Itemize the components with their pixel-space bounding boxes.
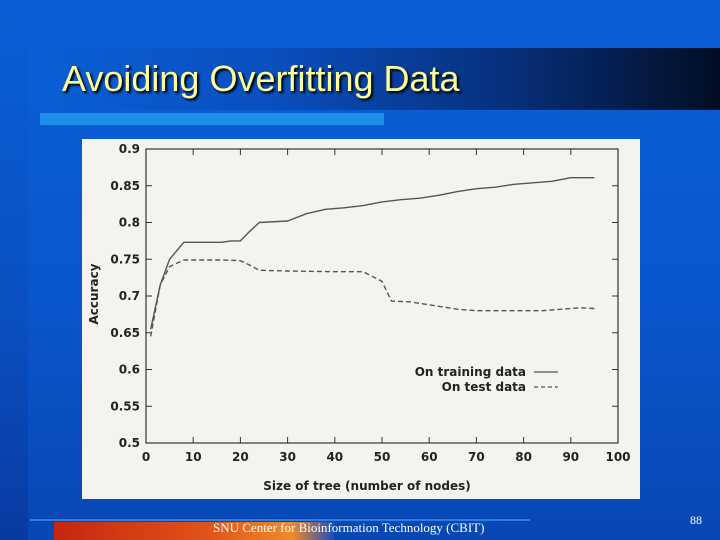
series-line-test	[150, 259, 595, 337]
y-tick-label: 0.8	[119, 216, 140, 230]
y-tick-label: 0.65	[110, 326, 140, 340]
x-tick-label: 60	[421, 450, 438, 464]
legend-label-test: On test data	[442, 380, 526, 394]
y-tick-label: 0.9	[119, 142, 140, 156]
x-tick-label: 20	[232, 450, 249, 464]
x-tick-label: 100	[605, 450, 630, 464]
x-tick-label: 90	[562, 450, 579, 464]
footer-rule	[30, 519, 530, 521]
y-tick-label: 0.6	[119, 363, 140, 377]
plot-frame	[145, 148, 619, 444]
x-axis-label: Size of tree (number of nodes)	[263, 479, 471, 493]
title-underline	[40, 113, 384, 125]
chart-figure: 0.5 0.55 0.6 0.65 0.7 0.75 0.8 0.85 0.9 0 10 20 30 4…	[82, 139, 640, 499]
footer-text: SNU Center for Bioinformation Technology…	[213, 520, 485, 535]
x-tick-label: 30	[279, 450, 296, 464]
x-tick-label: 0	[142, 450, 150, 464]
y-tick-label: 0.7	[119, 289, 140, 303]
accuracy-chart: 0.5 0.55 0.6 0.65 0.7 0.75 0.8 0.85 0.9 0 10 20 30 4…	[87, 142, 631, 493]
x-tick-label: 40	[326, 450, 343, 464]
x-tick-label: 10	[185, 450, 202, 464]
left-decor-strip	[0, 0, 28, 540]
y-tick-label: 0.55	[110, 399, 140, 413]
page-number: 88	[690, 513, 702, 527]
legend-label-training: On training data	[415, 365, 526, 379]
y-tick-label: 0.85	[110, 179, 140, 193]
x-tick-label: 50	[374, 450, 391, 464]
series-line-training	[150, 177, 595, 330]
x-tick-label: 80	[515, 450, 532, 464]
y-tick-label: 0.5	[119, 436, 140, 450]
footer-accent-bar	[54, 522, 334, 540]
title-band	[28, 48, 720, 110]
slide-title: Avoiding Overfitting Data	[62, 58, 460, 99]
y-tick-label: 0.75	[110, 252, 140, 266]
x-tick-label: 70	[468, 450, 485, 464]
y-axis-label: Accuracy	[87, 263, 101, 324]
